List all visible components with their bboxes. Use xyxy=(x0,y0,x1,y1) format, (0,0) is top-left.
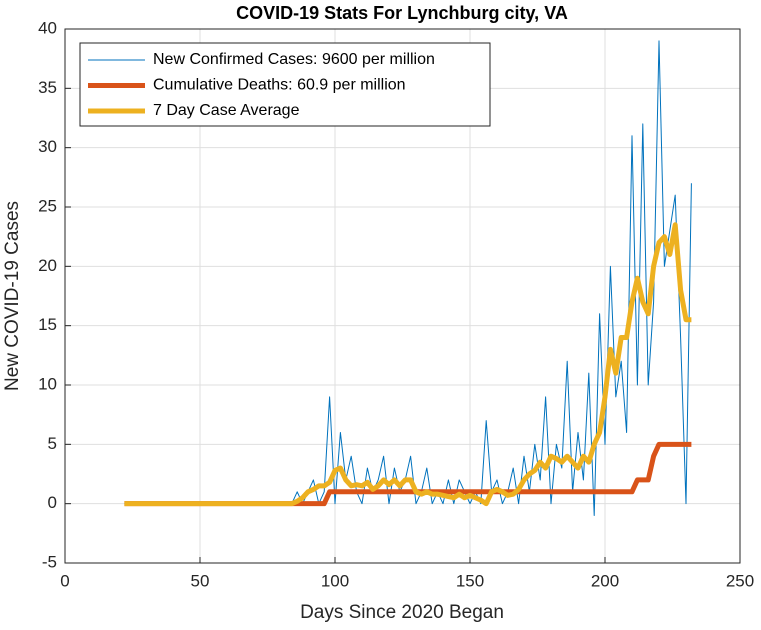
chart-title: COVID-19 Stats For Lynchburg city, VA xyxy=(236,3,568,23)
series-line xyxy=(124,222,692,507)
y-tick-label: 30 xyxy=(38,137,57,156)
y-tick-label: 0 xyxy=(48,493,57,512)
x-tick-label: 100 xyxy=(321,571,349,590)
legend-label: 7 Day Case Average xyxy=(153,102,300,119)
legend-box xyxy=(79,42,491,127)
y-tick-label: 35 xyxy=(38,78,57,97)
y-axis-label: New COVID-19 Cases xyxy=(2,201,23,391)
y-tick-label: 40 xyxy=(38,18,57,37)
plot-border xyxy=(64,28,741,564)
y-tick-label: 25 xyxy=(38,196,57,215)
y-tick-label: 10 xyxy=(38,374,57,393)
legend-label: New Confirmed Cases: 9600 per million xyxy=(153,51,435,68)
y-tick-label: 15 xyxy=(38,315,57,334)
y-tick-label: -5 xyxy=(42,552,57,571)
y-tick-label: 5 xyxy=(48,434,57,453)
x-tick-label: 250 xyxy=(726,571,754,590)
y-tick-label: 20 xyxy=(38,256,57,275)
x-tick-label: 200 xyxy=(591,571,619,590)
x-tick-label: 0 xyxy=(60,571,69,590)
legend-label: Cumulative Deaths: 60.9 per million xyxy=(153,77,406,94)
x-axis-label: Days Since 2020 Began xyxy=(300,602,504,623)
x-tick-label: 150 xyxy=(456,571,484,590)
x-tick-label: 50 xyxy=(191,571,210,590)
